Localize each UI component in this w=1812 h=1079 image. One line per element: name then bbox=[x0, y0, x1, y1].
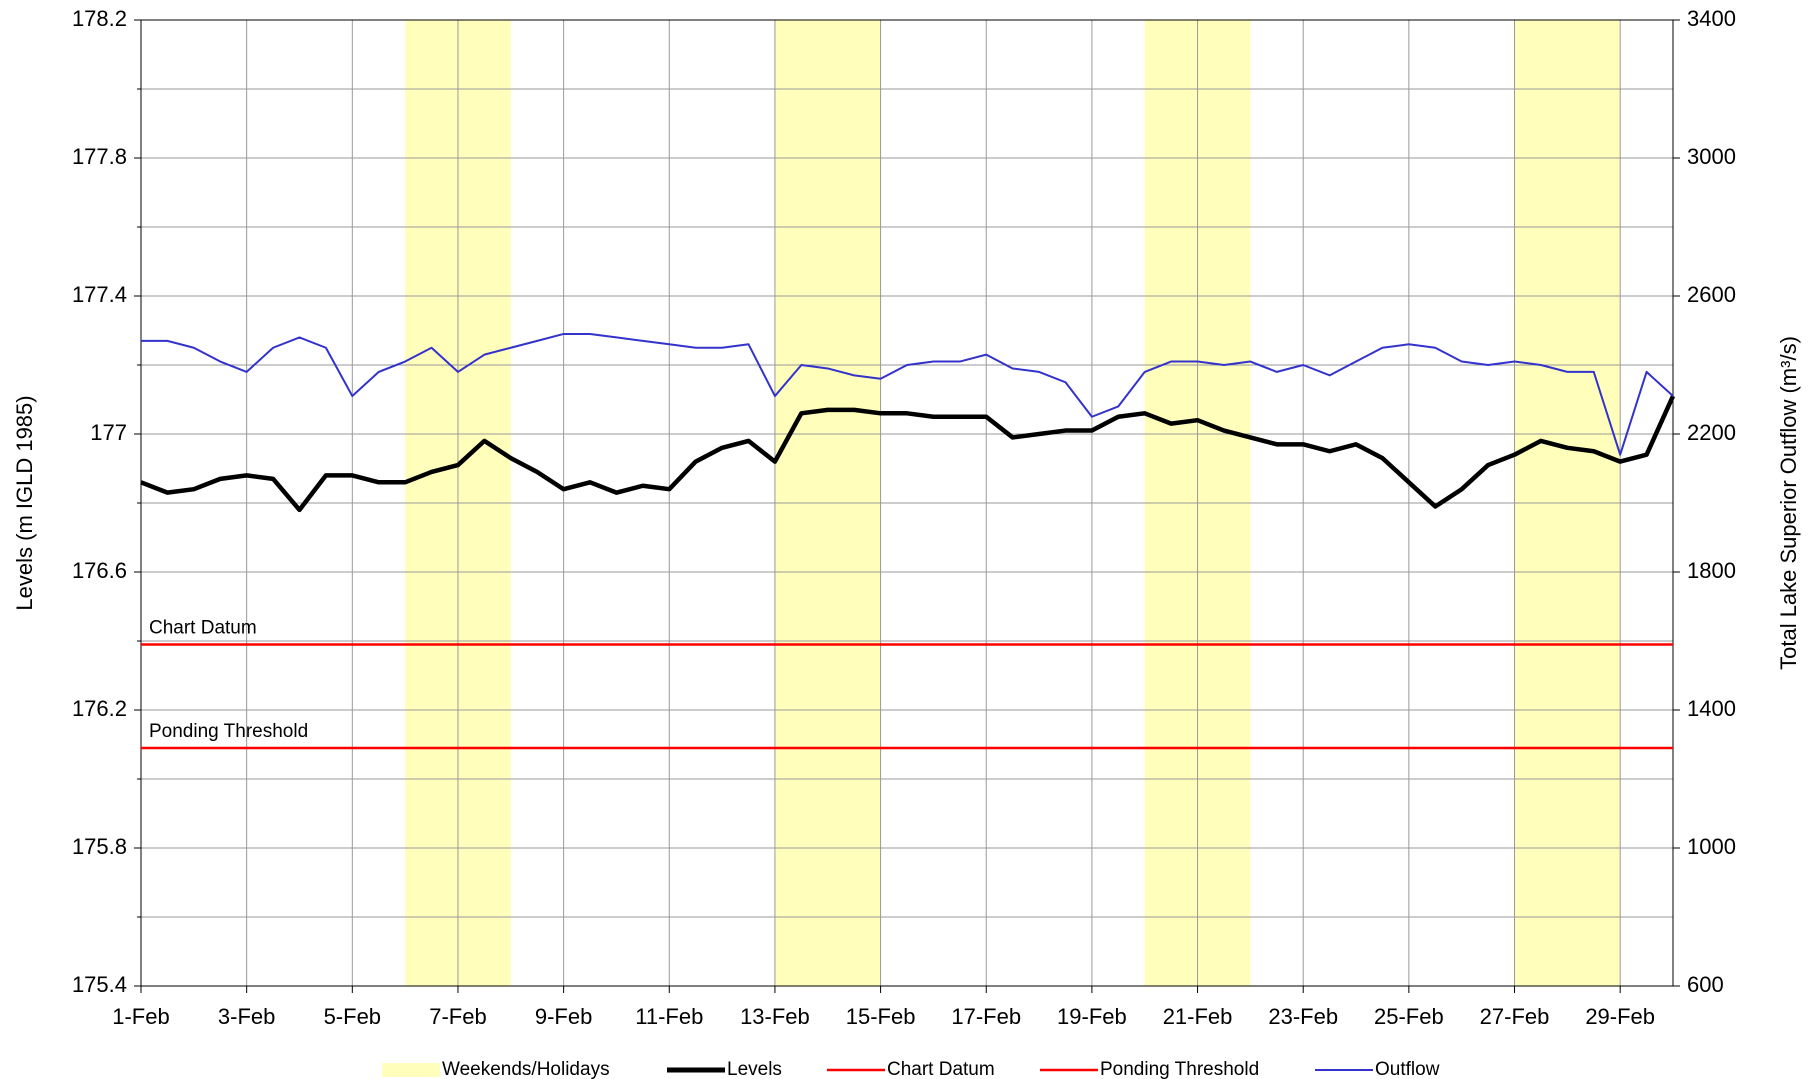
y-tick-label: 176.2 bbox=[72, 696, 127, 721]
y-tick-label: 175.8 bbox=[72, 834, 127, 859]
x-tick-label: 23-Feb bbox=[1268, 1004, 1338, 1029]
x-tick-label: 7-Feb bbox=[429, 1004, 486, 1029]
reference-label: Ponding Threshold bbox=[149, 721, 308, 742]
legend-label: Outflow bbox=[1375, 1059, 1440, 1079]
x-tick-label: 11-Feb bbox=[635, 1004, 703, 1029]
y2-axis-title: Total Lake Superior Outflow (m³/s) bbox=[1776, 336, 1801, 670]
legend-label: Ponding Threshold bbox=[1100, 1059, 1259, 1079]
y-tick-label: 177.4 bbox=[72, 282, 127, 307]
y-tick-label: 175.4 bbox=[72, 972, 127, 997]
y2-tick-label: 1000 bbox=[1687, 834, 1736, 859]
y-axis-title: Levels (m IGLD 1985) bbox=[12, 395, 37, 610]
series-line bbox=[140, 395, 1676, 513]
y2-tick-label: 2600 bbox=[1687, 282, 1736, 307]
x-tick-label: 21-Feb bbox=[1163, 1004, 1233, 1029]
x-tick-label: 29-Feb bbox=[1585, 1004, 1655, 1029]
y2-tick-label: 1400 bbox=[1687, 696, 1736, 721]
x-tick-label: 13-Feb bbox=[740, 1004, 810, 1029]
y-tick-label: 176.6 bbox=[72, 558, 127, 583]
x-tick-label: 15-Feb bbox=[846, 1004, 916, 1029]
y2-tick-label: 2200 bbox=[1687, 420, 1736, 445]
x-tick-label: 5-Feb bbox=[324, 1004, 381, 1029]
x-tick-label: 17-Feb bbox=[951, 1004, 1021, 1029]
legend-label: Levels bbox=[727, 1059, 782, 1079]
y-tick-label: 178.2 bbox=[72, 6, 127, 31]
legend-label: Chart Datum bbox=[887, 1059, 995, 1079]
y2-tick-label: 3000 bbox=[1687, 144, 1736, 169]
y-tick-label: 177 bbox=[90, 420, 127, 445]
y2-tick-label: 3400 bbox=[1687, 6, 1736, 31]
y2-tick-label: 600 bbox=[1687, 972, 1724, 997]
x-tick-label: 3-Feb bbox=[218, 1004, 275, 1029]
legend-label: Weekends/Holidays bbox=[442, 1059, 610, 1079]
y-tick-label: 177.8 bbox=[72, 144, 127, 169]
y2-tick-label: 1800 bbox=[1687, 558, 1736, 583]
x-tick-label: 1-Feb bbox=[112, 1004, 169, 1029]
series-line bbox=[141, 332, 1674, 456]
x-tick-label: 9-Feb bbox=[535, 1004, 592, 1029]
x-tick-label: 25-Feb bbox=[1374, 1004, 1444, 1029]
reference-label: Chart Datum bbox=[149, 617, 257, 638]
x-tick-label: 27-Feb bbox=[1480, 1004, 1550, 1029]
x-tick-label: 19-Feb bbox=[1057, 1004, 1127, 1029]
